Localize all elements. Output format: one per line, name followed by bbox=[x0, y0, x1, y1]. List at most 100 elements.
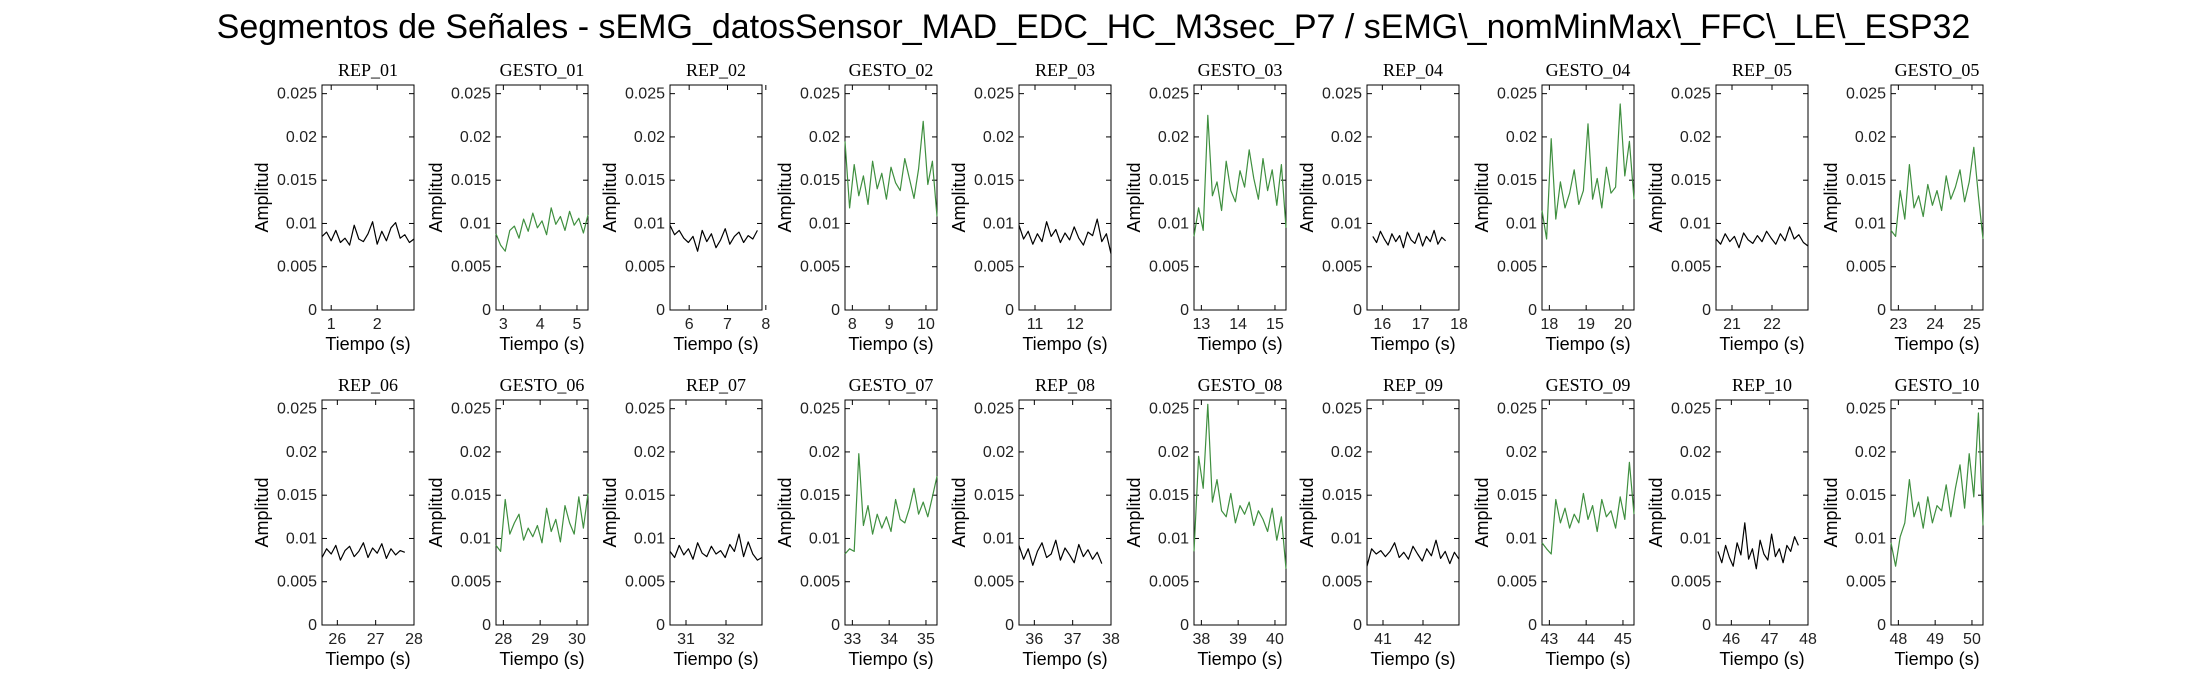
y-tick-label: 0.02 bbox=[1158, 129, 1189, 146]
subplot-title: GESTO_08 bbox=[1198, 375, 1283, 395]
y-axis-label: Amplitud bbox=[1297, 477, 1317, 547]
y-tick-label: 0.01 bbox=[1506, 530, 1537, 547]
y-tick-label: 0.005 bbox=[277, 574, 317, 591]
y-tick-label: 0.005 bbox=[1322, 574, 1362, 591]
x-tick-label: 12 bbox=[1066, 316, 1084, 333]
y-tick-label: 0.01 bbox=[1680, 215, 1711, 232]
y-tick-label: 0.025 bbox=[451, 401, 491, 418]
subplot: REP_07 0 0.005 0.01 0.015 0.02 0.025 31 32Tiempo… bbox=[600, 375, 763, 669]
figure-title: Segmentos de Señales - sEMG_datosSensor_… bbox=[216, 8, 1971, 46]
x-tick-label: 8 bbox=[848, 316, 857, 333]
y-tick-label: 0.005 bbox=[625, 574, 665, 591]
y-tick-label: 0.025 bbox=[1846, 401, 1886, 418]
x-tick-label: 44 bbox=[1577, 631, 1595, 648]
series-line bbox=[844, 453, 938, 555]
y-tick-label: 0.02 bbox=[1855, 129, 1886, 146]
x-tick-label: 17 bbox=[1412, 316, 1430, 333]
y-tick-label: 0.01 bbox=[1331, 530, 1362, 547]
y-axis-label: Amplitud bbox=[426, 162, 446, 232]
x-tick-label: 6 bbox=[685, 316, 694, 333]
y-tick-label: 0.005 bbox=[974, 259, 1014, 276]
x-axis-label: Tiempo (s) bbox=[325, 649, 410, 669]
y-tick-label: 0.02 bbox=[809, 129, 840, 146]
y-axis-label: Amplitud bbox=[1646, 162, 1666, 232]
x-tick-label: 9 bbox=[885, 316, 894, 333]
y-tick-label: 0.02 bbox=[1331, 129, 1362, 146]
y-tick-label: 0.025 bbox=[800, 86, 840, 103]
y-tick-label: 0 bbox=[656, 302, 665, 319]
axes-box bbox=[1193, 399, 1287, 626]
x-tick-label: 29 bbox=[531, 631, 549, 648]
y-tick-label: 0.01 bbox=[460, 530, 491, 547]
subplot: REP_09 0 0.005 0.01 0.015 0.02 0.025 41 42Tiempo… bbox=[1297, 375, 1460, 669]
y-tick-label: 0.01 bbox=[983, 215, 1014, 232]
x-tick-label: 36 bbox=[1025, 631, 1043, 648]
y-tick-label: 0.015 bbox=[800, 172, 840, 189]
y-tick-label: 0.01 bbox=[809, 530, 840, 547]
y-tick-label: 0.015 bbox=[974, 487, 1014, 504]
axes-box bbox=[321, 84, 415, 311]
axes-box bbox=[1193, 84, 1287, 311]
x-tick-label: 47 bbox=[1761, 631, 1779, 648]
series-line bbox=[495, 493, 589, 553]
y-tick-label: 0.005 bbox=[1671, 259, 1711, 276]
y-tick-label: 0.015 bbox=[800, 487, 840, 504]
x-tick-label: 21 bbox=[1723, 316, 1741, 333]
subplot: GESTO_02 0 0.005 0.01 0.015 0.02 0.025 8 9 10Tiem… bbox=[775, 60, 938, 354]
y-tick-label: 0.02 bbox=[1506, 129, 1537, 146]
x-tick-label: 30 bbox=[568, 631, 586, 648]
subplot: GESTO_05 0 0.005 0.01 0.015 0.02 0.025 23 24 25Ti… bbox=[1821, 60, 1984, 354]
subplot: REP_05 0 0.005 0.01 0.015 0.02 0.025 21 22Tiempo… bbox=[1646, 60, 1809, 354]
x-tick-label: 48 bbox=[1799, 631, 1817, 648]
y-tick-label: 0.01 bbox=[460, 215, 491, 232]
y-tick-label: 0.02 bbox=[1680, 129, 1711, 146]
y-tick-label: 0.02 bbox=[460, 444, 491, 461]
subplot: REP_02 0 0.005 0.01 0.015 0.02 0.025 6 7 8Tiempo … bbox=[600, 60, 770, 354]
y-tick-label: 0.005 bbox=[800, 574, 840, 591]
x-tick-label: 46 bbox=[1722, 631, 1740, 648]
x-tick-label: 38 bbox=[1102, 631, 1120, 648]
x-axis-label: Tiempo (s) bbox=[499, 334, 584, 354]
series-line bbox=[1541, 103, 1635, 240]
x-tick-label: 4 bbox=[536, 316, 545, 333]
y-tick-label: 0 bbox=[1005, 302, 1014, 319]
subplot: GESTO_01 0 0.005 0.01 0.015 0.02 0.025 3 4 5Tiemp… bbox=[426, 60, 589, 354]
y-tick-label: 0.015 bbox=[1322, 487, 1362, 504]
y-tick-label: 0.005 bbox=[1149, 259, 1189, 276]
axes-box bbox=[495, 399, 589, 626]
x-axis-label: Tiempo (s) bbox=[499, 649, 584, 669]
x-tick-label: 50 bbox=[1963, 631, 1981, 648]
y-tick-label: 0 bbox=[1528, 302, 1537, 319]
y-tick-label: 0.01 bbox=[1680, 530, 1711, 547]
y-axis-label: Amplitud bbox=[252, 477, 272, 547]
axes-box bbox=[1541, 399, 1635, 626]
subplot-title: REP_01 bbox=[338, 60, 398, 80]
subplot: REP_03 0 0.005 0.01 0.015 0.02 0.025 11 12Tiempo… bbox=[949, 60, 1112, 354]
subplot-title: GESTO_02 bbox=[849, 60, 934, 80]
y-tick-label: 0.015 bbox=[1497, 172, 1537, 189]
x-tick-label: 31 bbox=[677, 631, 695, 648]
y-tick-label: 0.02 bbox=[1331, 444, 1362, 461]
y-tick-label: 0.02 bbox=[1855, 444, 1886, 461]
y-tick-label: 0.005 bbox=[974, 574, 1014, 591]
x-axis-label: Tiempo (s) bbox=[1197, 649, 1282, 669]
y-tick-label: 0.02 bbox=[286, 444, 317, 461]
x-tick-label: 5 bbox=[573, 316, 582, 333]
y-tick-label: 0.02 bbox=[1506, 444, 1537, 461]
y-tick-label: 0.025 bbox=[1322, 401, 1362, 418]
y-tick-label: 0.02 bbox=[286, 129, 317, 146]
y-tick-label: 0 bbox=[1180, 617, 1189, 634]
series-line bbox=[1372, 229, 1447, 249]
axes-box bbox=[1715, 399, 1809, 626]
y-tick-label: 0.005 bbox=[625, 259, 665, 276]
y-tick-label: 0.02 bbox=[983, 444, 1014, 461]
x-tick-label: 11 bbox=[1027, 316, 1044, 333]
y-axis-label: Amplitud bbox=[949, 162, 969, 232]
y-tick-label: 0 bbox=[831, 302, 840, 319]
y-tick-label: 0.01 bbox=[1331, 215, 1362, 232]
y-tick-label: 0 bbox=[308, 617, 317, 634]
x-axis-label: Tiempo (s) bbox=[673, 334, 758, 354]
subplot-title: REP_06 bbox=[338, 375, 398, 395]
y-axis-label: Amplitud bbox=[600, 477, 620, 547]
